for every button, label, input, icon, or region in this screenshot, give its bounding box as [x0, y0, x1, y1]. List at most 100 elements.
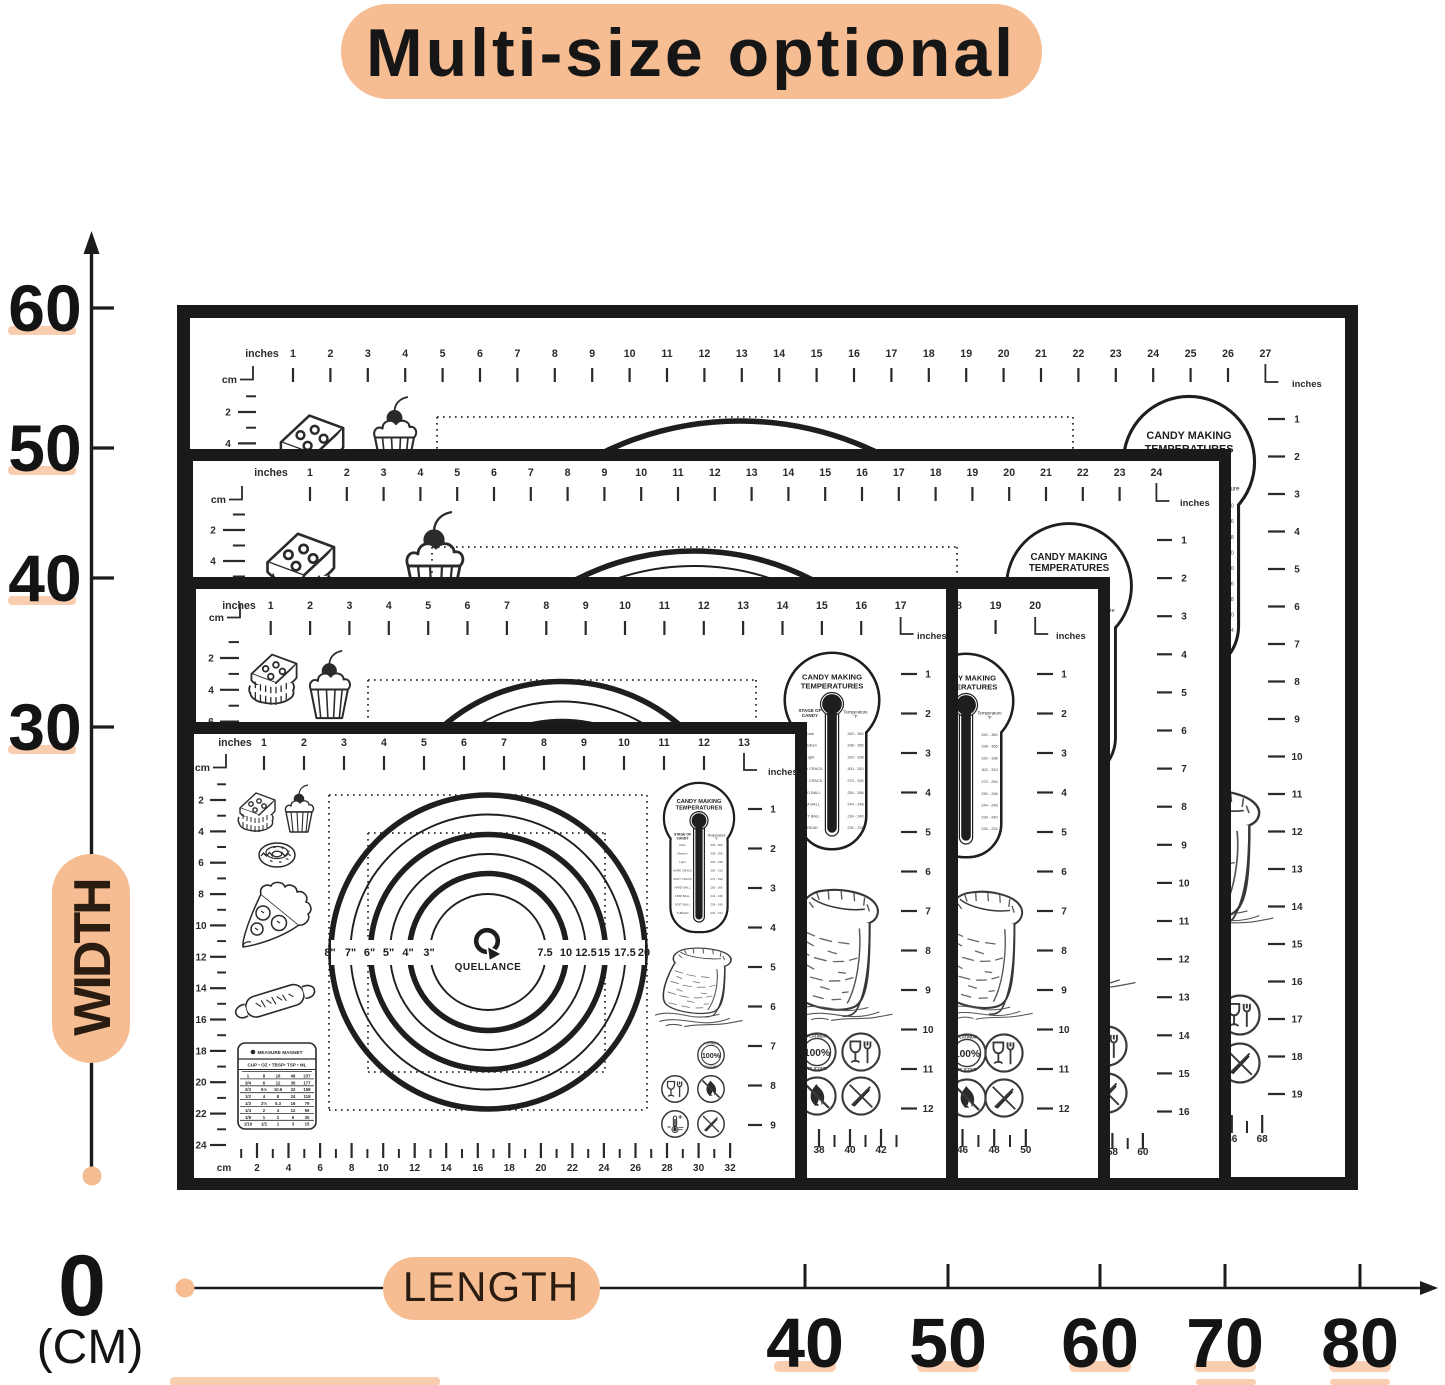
- svg-text:11: 11: [1292, 790, 1303, 801]
- svg-text:250 - 266: 250 - 266: [710, 886, 723, 890]
- svg-text:300 - 310: 300 - 310: [710, 869, 723, 873]
- svg-text:Multi-size optional: Multi-size optional: [366, 15, 1016, 91]
- svg-text:230 - 234: 230 - 234: [847, 825, 864, 830]
- svg-text:18: 18: [195, 1046, 207, 1057]
- svg-text:inches: inches: [917, 630, 947, 641]
- svg-text:2: 2: [307, 600, 313, 612]
- svg-text:244 - 248: 244 - 248: [981, 803, 997, 808]
- svg-text:13: 13: [736, 348, 748, 360]
- svg-text:60: 60: [8, 271, 81, 345]
- svg-text:15: 15: [598, 947, 610, 959]
- svg-text:12: 12: [699, 348, 711, 360]
- svg-text:2: 2: [925, 709, 931, 720]
- svg-text:9: 9: [583, 600, 589, 612]
- svg-text:244 - 248: 244 - 248: [847, 802, 863, 807]
- svg-text:6: 6: [198, 858, 204, 869]
- svg-text:15: 15: [1291, 940, 1303, 951]
- svg-text:12: 12: [709, 467, 721, 479]
- svg-text:4: 4: [198, 827, 204, 838]
- svg-text:7: 7: [1061, 907, 1067, 918]
- svg-text:CANDY: CANDY: [676, 836, 689, 840]
- svg-text:Dark: Dark: [806, 731, 814, 736]
- svg-text:SOFT BALL: SOFT BALL: [675, 903, 691, 907]
- svg-text:11: 11: [923, 1065, 934, 1076]
- svg-text:2: 2: [1061, 709, 1067, 720]
- svg-text:14: 14: [441, 1163, 453, 1174]
- svg-text:10: 10: [560, 947, 572, 959]
- svg-text:19: 19: [990, 600, 1002, 612]
- svg-text:4: 4: [1181, 650, 1187, 661]
- svg-text:11: 11: [1059, 1065, 1070, 1076]
- svg-text:cm: cm: [222, 374, 237, 386]
- svg-text:9: 9: [589, 348, 595, 360]
- svg-text:13: 13: [1291, 865, 1303, 876]
- svg-text:2: 2: [327, 348, 333, 360]
- svg-text:10: 10: [195, 921, 207, 932]
- svg-text:40: 40: [766, 1304, 844, 1382]
- svg-text:17.5: 17.5: [614, 947, 635, 959]
- svg-text:TEMPERATURES: TEMPERATURES: [935, 683, 998, 692]
- svg-text:68: 68: [1257, 1134, 1269, 1145]
- svg-text:3: 3: [925, 749, 931, 760]
- svg-text:Medium: Medium: [677, 852, 688, 856]
- svg-text:7: 7: [504, 600, 510, 612]
- svg-text:7: 7: [501, 737, 507, 749]
- svg-text:7: 7: [1294, 640, 1300, 651]
- svg-text:15: 15: [1178, 1069, 1190, 1080]
- svg-text:70: 70: [1186, 1304, 1264, 1382]
- svg-text:7: 7: [514, 348, 520, 360]
- svg-text:5: 5: [440, 348, 446, 360]
- svg-text:20: 20: [1003, 467, 1015, 479]
- svg-text:18: 18: [930, 467, 942, 479]
- svg-text:2: 2: [208, 654, 214, 665]
- svg-text:11: 11: [659, 600, 670, 612]
- svg-text:6: 6: [317, 1163, 323, 1174]
- svg-text:234 - 240: 234 - 240: [710, 903, 723, 907]
- svg-text:5: 5: [421, 737, 427, 749]
- svg-text:10: 10: [922, 1025, 934, 1036]
- svg-text:18: 18: [923, 348, 935, 360]
- svg-text:40: 40: [8, 541, 81, 615]
- svg-text:14: 14: [1178, 1031, 1190, 1042]
- svg-text:4: 4: [286, 1163, 292, 1174]
- svg-text:20: 20: [1029, 600, 1041, 612]
- svg-text:21: 21: [1035, 348, 1047, 360]
- svg-text:14: 14: [195, 984, 207, 995]
- svg-text:8: 8: [1181, 802, 1187, 813]
- svg-text:SOFT CRACK: SOFT CRACK: [797, 778, 822, 783]
- svg-text:THREAD: THREAD: [802, 825, 818, 830]
- svg-text:11: 11: [672, 467, 683, 479]
- svg-text:2: 2: [1181, 574, 1187, 585]
- svg-text:STAGE OF: STAGE OF: [674, 833, 691, 837]
- svg-text:2: 2: [225, 408, 231, 419]
- svg-text:12: 12: [698, 737, 710, 749]
- svg-text:2: 2: [198, 796, 204, 807]
- svg-text:TEMPERATURES: TEMPERATURES: [1029, 563, 1110, 574]
- svg-text:8: 8: [349, 1163, 355, 1174]
- svg-text:4: 4: [1294, 527, 1300, 538]
- svg-text:CANDY MAKING: CANDY MAKING: [1030, 552, 1107, 563]
- svg-text:inches: inches: [1292, 378, 1322, 389]
- svg-text:SOFT BALL: SOFT BALL: [799, 813, 821, 818]
- svg-text:2: 2: [344, 467, 350, 479]
- svg-text:6: 6: [491, 467, 497, 479]
- svg-text:Medium: Medium: [803, 743, 817, 748]
- svg-text:7: 7: [770, 1042, 776, 1053]
- svg-text:13: 13: [746, 467, 758, 479]
- svg-text:22: 22: [567, 1163, 579, 1174]
- svg-text:4: 4: [417, 467, 423, 479]
- svg-text:17: 17: [893, 467, 905, 479]
- svg-text:17: 17: [895, 600, 907, 612]
- svg-text:STAGE OF: STAGE OF: [798, 708, 821, 713]
- svg-text:°F: °F: [715, 837, 718, 841]
- svg-text:250 - 266: 250 - 266: [981, 791, 997, 796]
- svg-text:2: 2: [1294, 452, 1300, 463]
- svg-text:(CM): (CM): [37, 1321, 144, 1374]
- svg-text:8": 8": [324, 947, 335, 959]
- svg-text:48: 48: [989, 1145, 1001, 1156]
- svg-text:inches: inches: [254, 467, 288, 479]
- svg-text:cm: cm: [217, 1163, 232, 1174]
- svg-text:338 - 356: 338 - 356: [981, 744, 997, 749]
- svg-text:5: 5: [425, 600, 431, 612]
- svg-text:4: 4: [381, 737, 387, 749]
